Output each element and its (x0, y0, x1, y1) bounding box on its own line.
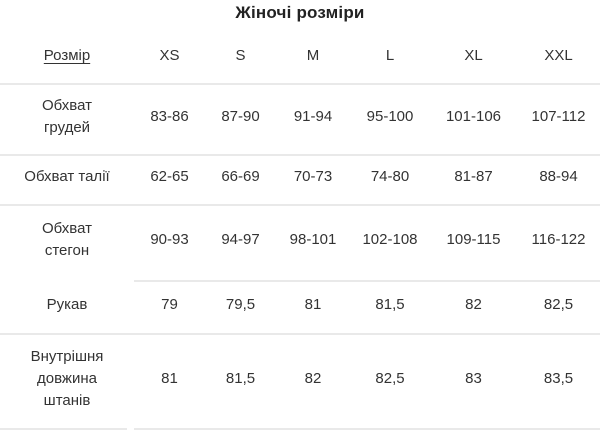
value-cell: 79,5 (225, 295, 256, 313)
column-header-xs: XS (159, 47, 180, 64)
size-header-label: Розмір (43, 47, 91, 64)
table-row-sleeve: Рукав 79 79,5 81 81,5 82 82,5 (0, 278, 600, 331)
divider (0, 333, 600, 335)
value-cell: 81,5 (375, 295, 405, 313)
divider (0, 428, 127, 430)
column-header-xl: XL (464, 47, 483, 64)
value-cell: 109-115 (446, 231, 501, 248)
divider (0, 83, 600, 85)
row-label: Рукав (46, 295, 88, 313)
value-cell: 70-73 (293, 168, 333, 185)
table-row-waist: Обхват талії 62-65 66-69 70-73 74-80 81-… (0, 152, 600, 202)
row-label: Обхват талії (24, 168, 110, 185)
divider (0, 154, 600, 156)
header-row: Розмір XS S M L XL XXL (0, 30, 600, 81)
row-label: Обхват стегон (42, 220, 92, 259)
value-cell: 95-100 (366, 107, 414, 125)
value-cell: 90-93 (150, 231, 189, 248)
value-cell: 81 (304, 295, 322, 313)
value-cell: 116-122 (531, 231, 586, 248)
value-cell: 79 (161, 295, 178, 313)
value-cell: 81-87 (454, 168, 493, 185)
column-header-xxl: XXL (544, 47, 573, 64)
row-label: Внутрішня довжина штанів (30, 347, 104, 409)
table-row-inseam: Внутрішня довжина штанів 81 81,5 82 82,5… (0, 331, 600, 426)
divider (0, 204, 600, 206)
value-cell: 82 (304, 369, 322, 387)
divider (134, 428, 600, 430)
value-cell: 82,5 (543, 295, 574, 313)
page-title: Жіночі розміри (235, 3, 365, 22)
column-header-size: Розмір (0, 30, 134, 81)
value-cell: 81,5 (225, 369, 256, 387)
value-cell: 81 (161, 369, 178, 387)
value-cell: 94-97 (221, 231, 260, 248)
value-cell: 87-90 (221, 107, 260, 125)
value-cell: 107-112 (531, 107, 586, 125)
value-cell: 102-108 (362, 231, 418, 248)
value-cell: 88-94 (539, 168, 578, 185)
column-header-l: L (385, 47, 395, 64)
value-cell: 83 (465, 369, 482, 387)
size-table: Розмір XS S M L XL XXL Обхват грудей 83-… (0, 30, 600, 426)
value-cell: 83-86 (150, 107, 189, 125)
value-cell: 74-80 (370, 168, 410, 185)
value-cell: 83,5 (543, 369, 574, 387)
row-label: Обхват грудей (42, 96, 92, 136)
value-cell: 82 (465, 295, 482, 313)
column-header-m: M (306, 47, 320, 64)
table-row-hips: Обхват стегон 90-93 94-97 98-101 102-108… (0, 202, 600, 278)
column-header-s: S (235, 47, 246, 64)
value-cell: 91-94 (293, 107, 333, 125)
divider (134, 280, 600, 282)
table-row-chest: Обхват грудей 83-86 87-90 91-94 95-100 1… (0, 81, 600, 152)
value-cell: 62-65 (150, 168, 189, 185)
value-cell: 101-106 (445, 107, 502, 125)
value-cell: 82,5 (375, 369, 405, 387)
value-cell: 98-101 (289, 231, 337, 248)
value-cell: 66-69 (221, 168, 260, 185)
